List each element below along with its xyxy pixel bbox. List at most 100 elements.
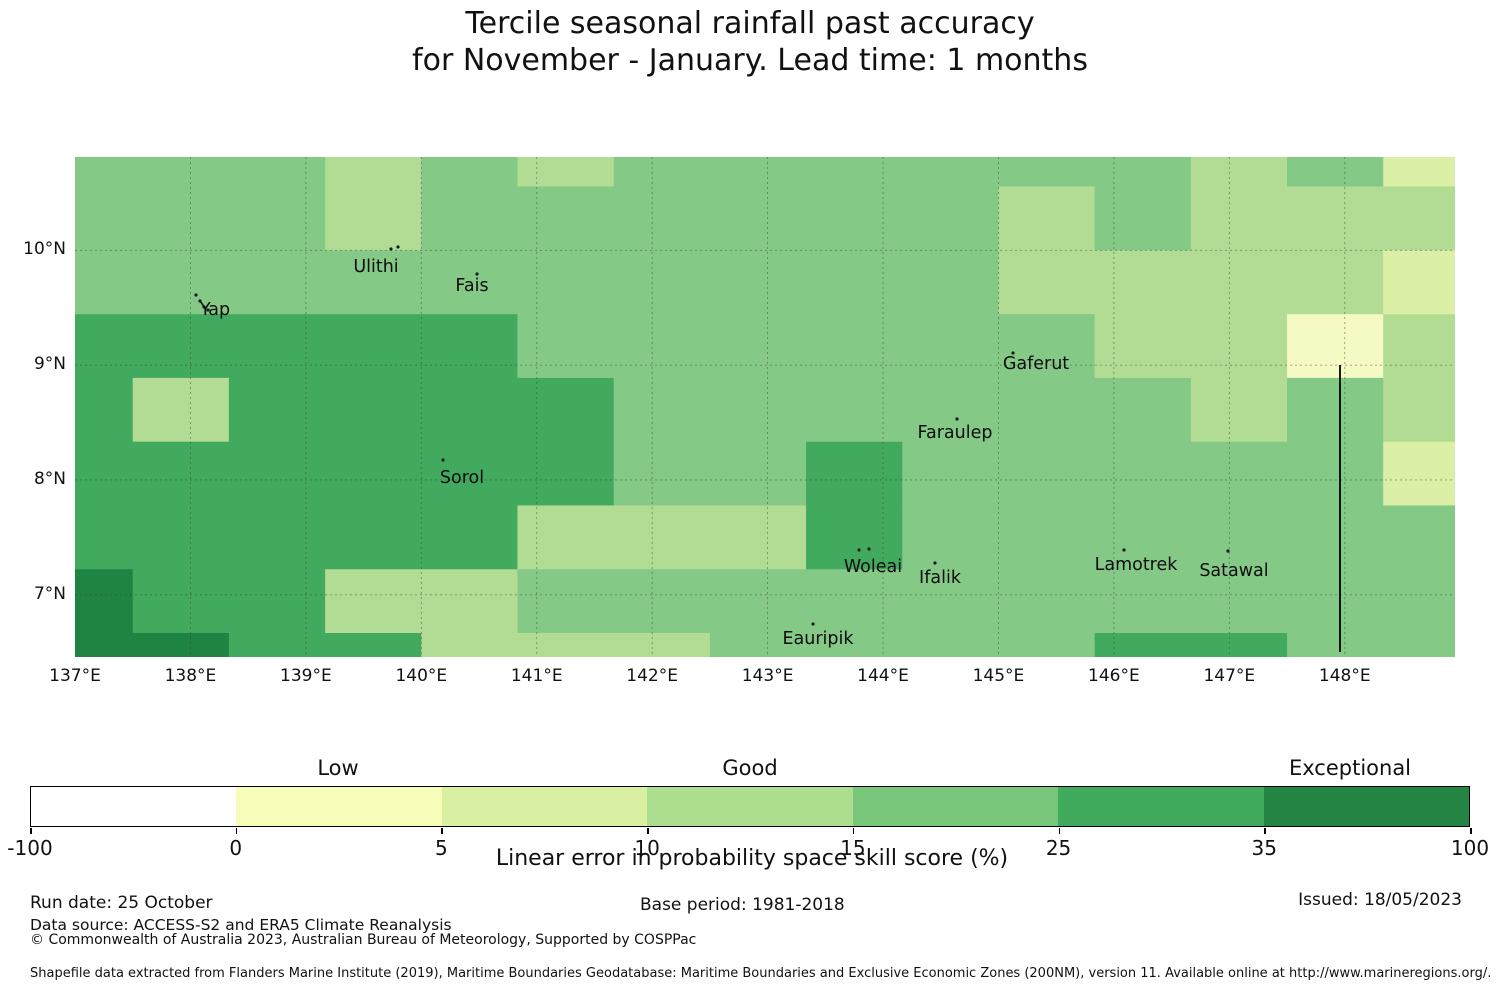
map-cell	[902, 441, 1000, 507]
map-cell	[998, 186, 1096, 251]
colorbar-tick-label: 0	[229, 836, 243, 860]
map-cell	[902, 250, 1000, 315]
map-cell	[1287, 157, 1384, 188]
x-tick-label: 139°E	[280, 666, 332, 686]
rainfall-skill-map: Yap Ulithi Fais Gaferut Faraulep Sorol Woleai I…	[75, 157, 1455, 657]
map-cell	[998, 250, 1096, 315]
colorbar-segment	[236, 787, 442, 826]
map-cell	[132, 157, 230, 188]
footer-shapefile-note: Shapefile data extracted from Flanders M…	[30, 966, 1492, 981]
map-cell	[325, 441, 422, 507]
map-cell	[421, 633, 519, 657]
map-cell	[228, 186, 326, 251]
map-cell	[806, 569, 903, 634]
map-cell	[1094, 377, 1192, 443]
map-cell	[806, 157, 903, 188]
map-cell	[1383, 569, 1455, 634]
colorbar-tick-label: 10	[634, 836, 660, 860]
map-cell	[421, 377, 519, 443]
colorbar-tick	[235, 828, 238, 834]
map-cell	[132, 314, 230, 379]
colorbar-segment	[441, 787, 648, 826]
map-cell	[132, 441, 230, 507]
island-label: Lamotrek	[1095, 555, 1179, 575]
map-cell	[517, 157, 615, 188]
map-cell	[1383, 441, 1455, 507]
island-label: Gaferut	[1003, 354, 1069, 374]
colorbar-tick-label: 5	[435, 836, 448, 860]
colorbar-zone-label: Exceptional	[1288, 756, 1412, 780]
island-label: Woleai	[844, 557, 902, 577]
map-cell	[806, 441, 903, 507]
island-dot	[194, 293, 198, 297]
island-dot	[1226, 549, 1230, 553]
colorbar	[30, 786, 1470, 827]
footer-data-source: Data source: ACCESS-S2 and ERA5 Climate …	[30, 916, 452, 934]
map-cell	[75, 250, 134, 315]
map-cell	[998, 157, 1096, 188]
colorbar-tick-label: 25	[1045, 836, 1072, 860]
map-cell	[806, 250, 903, 315]
x-tick-label: 147°E	[1203, 666, 1256, 686]
island-label: Eauripik	[782, 629, 854, 649]
colorbar-segment	[31, 787, 237, 826]
island-dot	[206, 308, 210, 312]
map-cell	[1383, 314, 1455, 379]
map-cell	[1287, 377, 1384, 443]
island-dot	[1011, 351, 1015, 355]
colorbar-zone-label: Good	[722, 756, 778, 780]
map-cell	[1094, 633, 1192, 657]
x-tick-label: 146°E	[1088, 666, 1140, 686]
map-cell	[1094, 157, 1192, 188]
map-cell	[1383, 157, 1455, 188]
map-cell	[998, 377, 1096, 443]
map-cell	[75, 441, 134, 507]
map-cell	[613, 633, 711, 657]
map-cell	[613, 186, 711, 251]
map-cell	[421, 186, 519, 251]
x-tick-label: 138°E	[164, 666, 217, 686]
map-cell	[613, 505, 711, 570]
colorbar-tick	[647, 828, 649, 834]
map-cell	[228, 377, 326, 443]
island-label: Sorol	[440, 468, 484, 488]
map-cell	[1190, 157, 1288, 188]
map-cell	[517, 505, 615, 570]
colorbar-tick-label: 35	[1251, 836, 1278, 860]
map-cell	[75, 186, 134, 251]
island-dot	[955, 417, 959, 421]
island-dot	[857, 548, 861, 552]
map-cell	[1094, 250, 1192, 315]
map-cell	[1287, 250, 1384, 315]
map-cell	[325, 157, 422, 188]
island-dot	[396, 245, 400, 249]
map-cell	[325, 505, 422, 570]
map-cell	[517, 186, 615, 251]
map-cell	[75, 633, 134, 657]
map-cell	[806, 186, 903, 251]
island-dot	[867, 547, 871, 551]
map-cell	[228, 441, 326, 507]
map-cell	[1094, 505, 1192, 570]
map-cell	[1094, 186, 1192, 251]
x-tick-label: 142°E	[626, 666, 679, 686]
map-cell	[75, 377, 134, 443]
map-cell	[709, 505, 807, 570]
map-cell	[421, 314, 519, 379]
map-cell	[1287, 186, 1384, 251]
colorbar-tick-label: -100	[7, 836, 53, 860]
map-cell	[709, 633, 807, 657]
y-tick-label: 8°N	[33, 468, 66, 489]
colorbar-tick	[441, 828, 443, 834]
x-tick-label: 141°E	[510, 666, 563, 686]
map-cell	[228, 633, 326, 657]
map-cell	[1287, 314, 1384, 379]
map-cell	[1190, 314, 1288, 379]
map-cell	[1287, 633, 1384, 657]
map-cell	[228, 505, 326, 570]
map-cell	[613, 157, 711, 188]
map-cell	[132, 569, 230, 634]
map-cell	[902, 314, 1000, 379]
island-dot	[933, 561, 937, 565]
colorbar-tick-label: 100	[1450, 836, 1490, 860]
